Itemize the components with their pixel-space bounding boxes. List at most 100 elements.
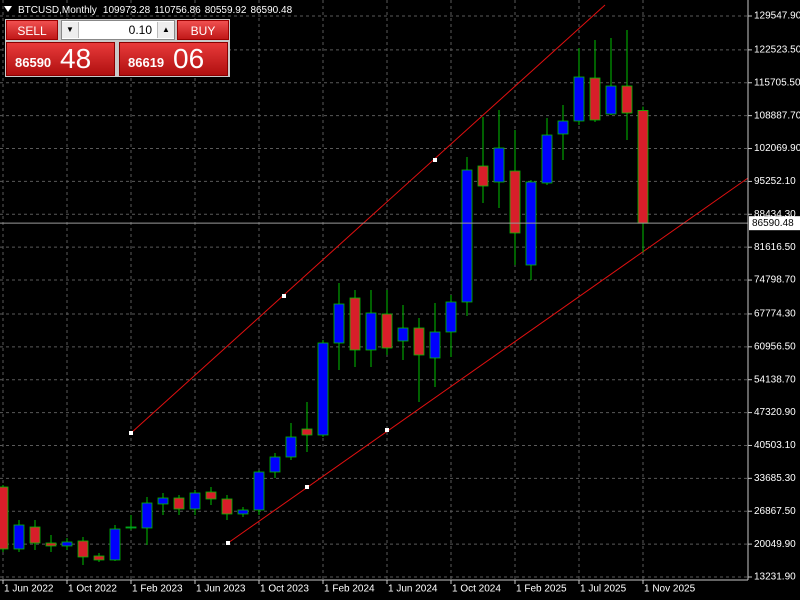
- candle-body: [0, 486, 9, 550]
- channel-anchor[interactable]: [385, 428, 389, 432]
- candle-body: [605, 85, 617, 115]
- x-tick-label: 1 Oct 2024: [452, 584, 501, 595]
- ohlc-low: 80559.92: [205, 5, 247, 16]
- y-tick-label: 95252.10: [754, 176, 796, 187]
- x-tick-label: 1 Feb 2025: [516, 584, 567, 595]
- y-tick-label: 102069.90: [754, 143, 800, 154]
- x-tick-label: 1 Nov 2025: [644, 584, 696, 595]
- y-tick-label: 40503.10: [754, 440, 796, 451]
- trend-channel[interactable]: [129, 4, 749, 545]
- candle-body: [365, 312, 377, 351]
- candle-body: [173, 497, 185, 510]
- price-tag: [749, 216, 800, 231]
- lot-value[interactable]: 0.10: [128, 23, 152, 37]
- candle-body: [269, 456, 281, 473]
- y-tick-label: 81616.50: [754, 242, 796, 253]
- candle-body: [125, 526, 137, 529]
- y-tick-label: 20049.90: [754, 539, 796, 550]
- candle-body: [541, 134, 553, 184]
- lot-decrease[interactable]: ▼: [62, 22, 79, 38]
- candle-body: [621, 85, 633, 114]
- candle-body: [317, 342, 329, 436]
- y-tick-label: 108887.70: [754, 110, 800, 121]
- channel-line[interactable]: [227, 177, 749, 544]
- x-tick-label: 1 Jun 2022: [4, 584, 54, 595]
- chart-header: BTCUSD,Monthly 109973.28 110756.86 80559.92…: [18, 5, 293, 16]
- ohlc-close: 86590.48: [250, 5, 292, 16]
- candle-body: [29, 526, 41, 544]
- candle-body: [109, 528, 121, 561]
- channel-anchor[interactable]: [433, 158, 437, 162]
- sell-price-big: 48: [60, 43, 92, 74]
- candle-body: [205, 491, 217, 500]
- channel-anchor[interactable]: [226, 541, 230, 545]
- candle-body: [221, 498, 233, 515]
- candle-body: [13, 524, 25, 550]
- candle-body: [573, 76, 585, 122]
- candle-body: [61, 541, 73, 547]
- sell-button[interactable]: SELL: [6, 20, 58, 40]
- y-tick-label: 13231.90: [754, 572, 796, 583]
- lot-increase[interactable]: ▲: [157, 22, 174, 38]
- sell-price[interactable]: 86590 48: [6, 42, 115, 76]
- channel-anchor[interactable]: [305, 485, 309, 489]
- candle-body: [429, 331, 441, 359]
- candle-body: [93, 555, 105, 561]
- candle-body: [45, 542, 57, 547]
- buy-price-big: 06: [173, 43, 205, 74]
- y-tick-label: 74798.70: [754, 275, 796, 286]
- candle-body: [333, 303, 345, 344]
- candle-body: [397, 327, 409, 342]
- candle-body: [413, 327, 425, 356]
- y-tick-label: 115705.50: [754, 77, 800, 88]
- x-tick-label: 1 Feb 2024: [324, 584, 375, 595]
- buy-price[interactable]: 86619 06: [119, 42, 228, 76]
- candle-body: [589, 77, 601, 121]
- y-tick-label: 33685.30: [754, 473, 796, 484]
- ohlc-high: 110756.86: [154, 5, 201, 16]
- x-tick-label: 1 Jul 2025: [580, 584, 627, 595]
- price-tag-label: 86590.48: [752, 218, 794, 229]
- sell-price-main: 86590: [15, 55, 52, 70]
- y-tick-label: 88434.30: [754, 209, 796, 220]
- collapse-icon[interactable]: [4, 6, 12, 12]
- candle-body: [637, 110, 649, 224]
- candle-body: [141, 502, 153, 529]
- channel-line[interactable]: [130, 4, 606, 434]
- x-tick-label: 1 Oct 2023: [260, 584, 309, 595]
- x-tick-label: 1 Oct 2022: [68, 584, 117, 595]
- y-tick-label: 54138.70: [754, 374, 796, 385]
- candle-body: [77, 540, 89, 558]
- y-tick-label: 122523.50: [754, 45, 800, 56]
- y-tick-label: 47320.90: [754, 407, 796, 418]
- candle-body: [253, 471, 265, 511]
- candle-body: [493, 147, 505, 183]
- y-tick-label: 67774.30: [754, 309, 796, 320]
- candle-body: [189, 492, 201, 510]
- candle-body: [477, 165, 489, 187]
- candle-body: [509, 170, 521, 234]
- one-click-trading-panel: SELL ▼ 0.10 ▲ BUY 86590 48 86619 06: [5, 19, 230, 77]
- candle-body: [349, 297, 361, 351]
- candle-body: [237, 509, 249, 515]
- y-tick-label: 26867.50: [754, 506, 796, 517]
- buy-button[interactable]: BUY: [177, 20, 229, 40]
- lot-input[interactable]: ▼ 0.10 ▲: [61, 20, 175, 40]
- symbol: BTCUSD,Monthly: [18, 5, 97, 16]
- buy-price-main: 86619: [128, 55, 165, 70]
- y-tick-label: 129547.90: [754, 11, 800, 22]
- candle-body: [381, 313, 393, 349]
- candle-body: [557, 120, 569, 135]
- y-tick-label: 60956.50: [754, 341, 796, 352]
- candle-body: [157, 497, 169, 505]
- ohlc-open: 109973.28: [103, 5, 151, 16]
- channel-anchor[interactable]: [129, 431, 133, 435]
- x-tick-label: 1 Feb 2023: [132, 584, 183, 595]
- candle-body: [461, 169, 473, 303]
- candle-body: [445, 301, 457, 333]
- candle-body: [285, 436, 297, 458]
- channel-anchor[interactable]: [282, 294, 286, 298]
- x-tick-label: 1 Jun 2023: [196, 584, 246, 595]
